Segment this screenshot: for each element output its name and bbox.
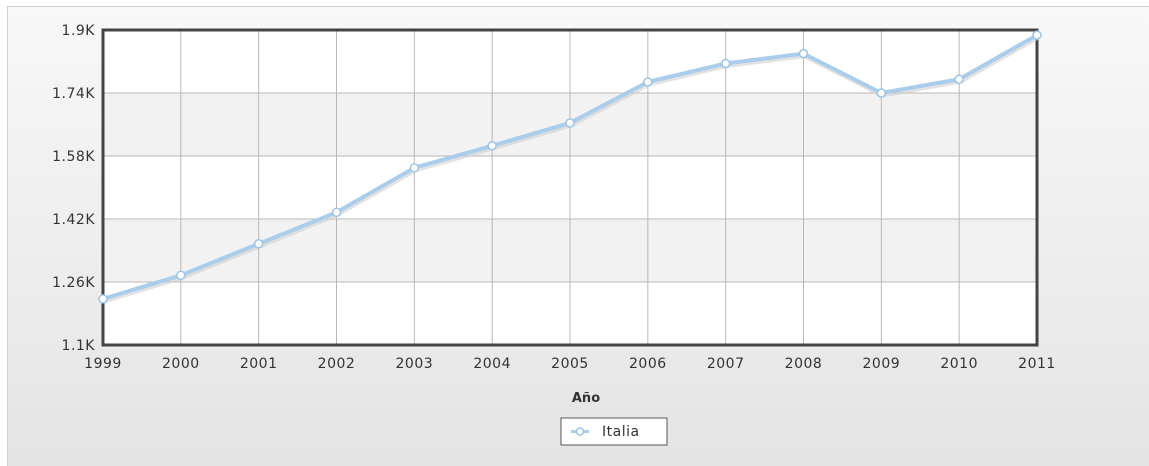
data-point [876,88,887,98]
y-tick-label: 1.26K [52,275,95,291]
y-tick-label: 1.9K [62,23,96,39]
x-axis-title: Año [572,391,600,406]
data-point [487,141,497,151]
plot-area-border [101,28,1039,347]
x-tick-label: 2007 [707,356,745,372]
y-tick-label: 1.1K [62,338,96,354]
x-tick-label: 2006 [629,356,667,372]
data-point [253,239,264,249]
x-tick-label: 2000 [162,356,200,372]
data-point [798,48,809,59]
y-tick-label: 1.74K [52,86,95,102]
y-tick-label: 1.58K [52,149,95,165]
x-tick-label: 2001 [240,356,278,372]
x-tick-label: 2011 [1018,356,1056,372]
data-point [720,58,731,69]
y-tick-label: 1.42K [52,212,95,228]
data-point [176,270,186,281]
x-tick-label: 2004 [473,356,511,372]
data-point [954,74,964,84]
x-tick-label: 2002 [318,356,356,372]
y-axis-ticks: 1.1K 1.26K 1.42K 1.58K 1.74K 1.9K [52,23,95,354]
data-point [331,207,342,218]
legend[interactable]: Italia [560,417,668,446]
x-axis-ticks: 1999 2000 2001 2002 2003 2004 2005 2006 2007 2008… [84,356,1056,372]
series-layer [98,30,1042,304]
legend-marker-icon [575,427,585,436]
legend-box [560,417,668,446]
data-point [1032,30,1042,40]
x-tick-label: 1999 [84,356,122,372]
data-point [98,294,108,304]
legend-label-italia: Italia [602,424,640,440]
x-tick-label: 2010 [940,356,978,372]
x-tick-label: 2003 [396,356,434,372]
x-tick-label: 2009 [863,356,901,372]
data-point [643,77,653,87]
x-tick-label: 2005 [551,356,589,372]
data-point [409,163,420,173]
x-tick-label: 2008 [785,356,823,372]
data-point [565,118,575,128]
